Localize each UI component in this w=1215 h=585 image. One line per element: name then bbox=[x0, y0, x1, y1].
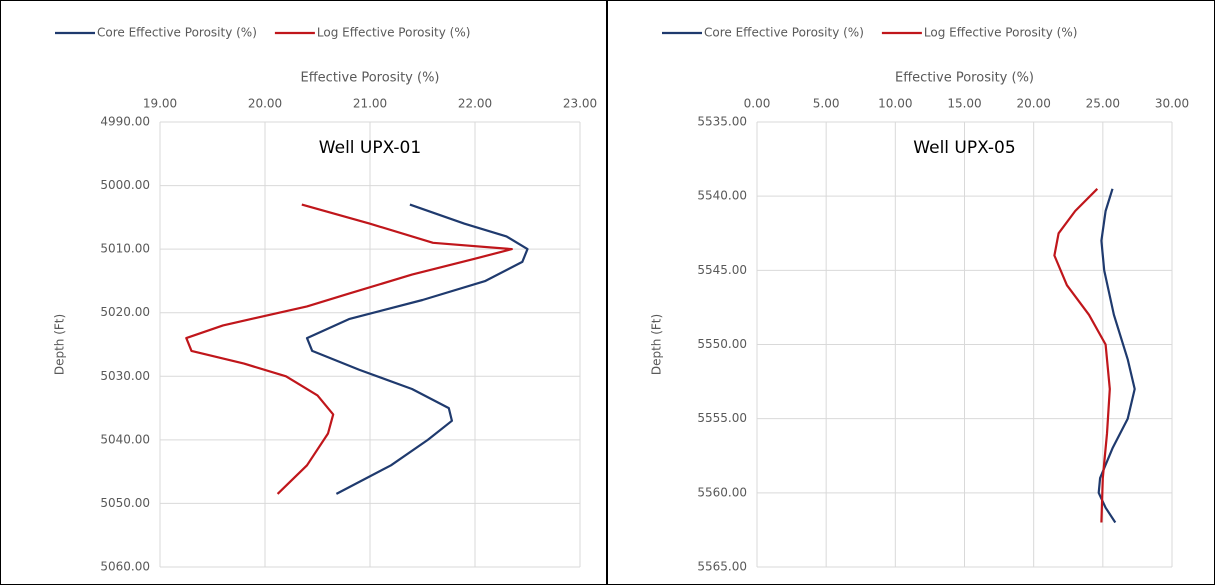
data-line bbox=[305, 203, 529, 495]
x-tick-label: 20.00 bbox=[248, 97, 282, 111]
y-tick-label: 5050.00 bbox=[100, 496, 150, 510]
x-tick-label: 30.00 bbox=[1155, 97, 1189, 111]
x-tick-label: 23.00 bbox=[563, 97, 597, 111]
legend-label: Log Effective Porosity (%) bbox=[924, 26, 1078, 40]
x-tick-label: 0.00 bbox=[744, 97, 771, 111]
y-tick-label: 5000.00 bbox=[100, 178, 150, 192]
x-tick-label: 22.00 bbox=[458, 97, 492, 111]
legend-label: Core Effective Porosity (%) bbox=[704, 26, 864, 40]
x-tick-label: 15.00 bbox=[947, 97, 981, 111]
data-line bbox=[1053, 188, 1111, 523]
y-tick-label: 5550.00 bbox=[697, 337, 747, 351]
x-axis-title: Effective Porosity (%) bbox=[895, 71, 1034, 86]
y-tick-label: 5560.00 bbox=[697, 485, 747, 499]
x-tick-label: 19.00 bbox=[143, 97, 177, 111]
x-tick-label: 5.00 bbox=[813, 97, 840, 111]
chart: 19.00 20.00 21.00 22.00 23.00 4990.00 5000.00 5… bbox=[53, 26, 598, 574]
y-tick-label: 5020.00 bbox=[100, 305, 150, 319]
chart: 0.00 5.00 10.00 15.00 20.00 25.00 30.00 5535.00… bbox=[650, 26, 1190, 574]
x-tick-label: 10.00 bbox=[878, 97, 912, 111]
y-tick-label: 5040.00 bbox=[100, 432, 150, 446]
data-line bbox=[185, 203, 513, 495]
x-tick-label: 20.00 bbox=[1016, 97, 1050, 111]
y-axis-title: Depth (Ft) bbox=[53, 314, 67, 375]
y-tick-label: 5540.00 bbox=[697, 189, 747, 203]
y-tick-label: 5555.00 bbox=[697, 411, 747, 425]
y-tick-label: 5565.00 bbox=[697, 560, 747, 574]
data-line bbox=[1097, 188, 1136, 524]
legend-label: Log Effective Porosity (%) bbox=[317, 26, 471, 40]
y-tick-label: 5030.00 bbox=[100, 369, 150, 383]
legend-label: Core Effective Porosity (%) bbox=[97, 26, 257, 40]
plot-title: Well UPX-01 bbox=[319, 138, 421, 158]
y-tick-label: 5535.00 bbox=[697, 115, 747, 129]
y-tick-label: 5060.00 bbox=[100, 560, 150, 574]
plot-title: Well UPX-05 bbox=[913, 138, 1015, 158]
x-axis-title: Effective Porosity (%) bbox=[301, 71, 440, 86]
x-tick-label: 21.00 bbox=[353, 97, 387, 111]
y-tick-label: 5545.00 bbox=[697, 263, 747, 277]
x-tick-label: 25.00 bbox=[1086, 97, 1120, 111]
y-axis-title: Depth (Ft) bbox=[650, 314, 664, 375]
y-tick-label: 4990.00 bbox=[100, 115, 150, 129]
y-tick-label: 5010.00 bbox=[100, 242, 150, 256]
